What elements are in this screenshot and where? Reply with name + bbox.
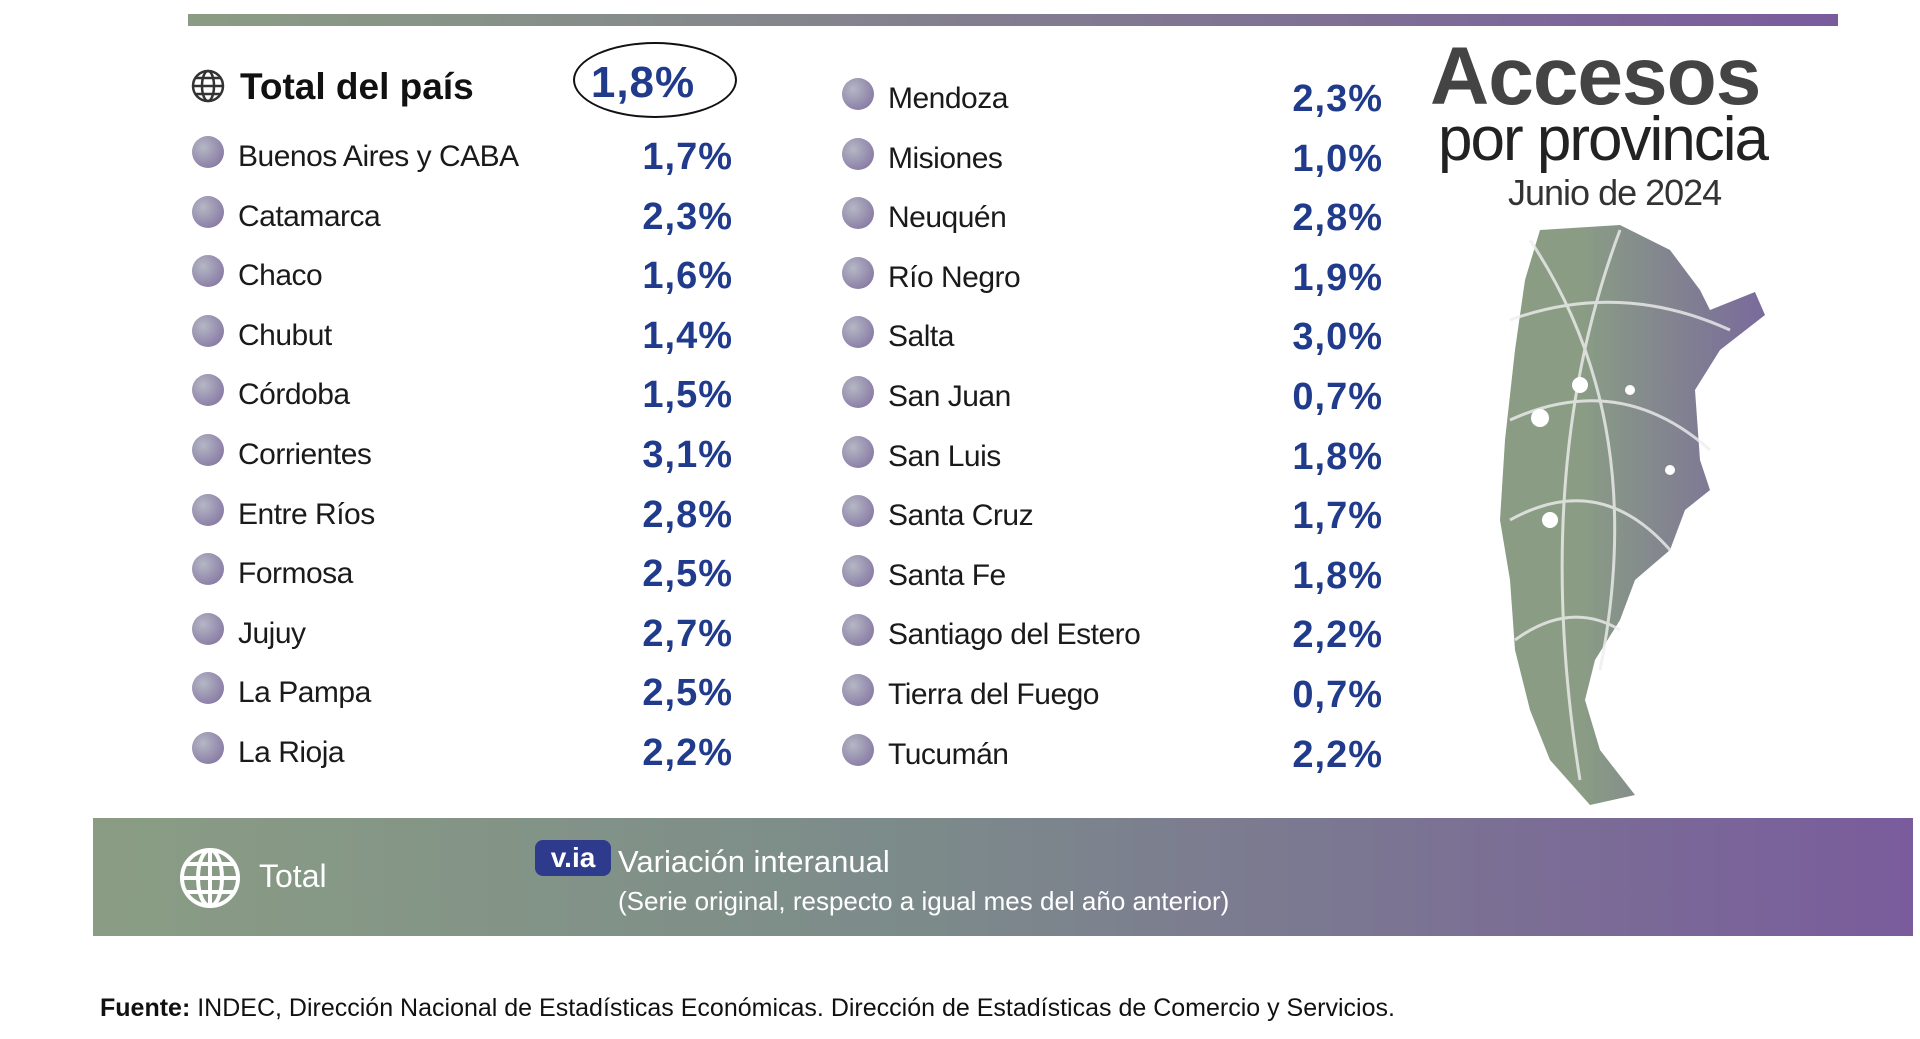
bullet	[192, 732, 224, 764]
province-name: La Pampa	[238, 676, 371, 710]
province-name: Santiago del Estero	[888, 618, 1141, 652]
bullet	[842, 614, 874, 647]
legend-badge: v.ia	[535, 840, 611, 876]
bullet	[842, 78, 874, 110]
bullet	[192, 434, 224, 466]
province-name: San Luis	[888, 439, 1001, 473]
bullet	[192, 255, 224, 288]
province-name: Entre Ríos	[238, 497, 375, 531]
footer: Fuente: INDEC, Dirección Nacional de Est…	[100, 994, 1395, 1023]
bullet	[842, 495, 874, 528]
province-name: Chaco	[238, 259, 323, 293]
bullet	[842, 674, 874, 706]
province-value: 3,0%	[1292, 316, 1383, 359]
top-bar	[188, 14, 1838, 26]
legend-total: Total	[259, 858, 327, 894]
province-name: Santa Fe	[888, 558, 1006, 592]
bullet	[842, 256, 874, 289]
province-name: Tucumán	[888, 737, 1009, 771]
bullet	[842, 435, 874, 468]
bullet	[192, 493, 224, 526]
bullet	[842, 554, 874, 587]
bullet	[842, 376, 874, 408]
province-value: 1,8%	[1292, 554, 1383, 597]
province-value: 2,3%	[1292, 78, 1383, 120]
total-label: Total del país	[240, 66, 474, 107]
province-value: 0,7%	[1292, 674, 1383, 716]
province-value: 2,2%	[1292, 614, 1383, 657]
bullet	[192, 553, 224, 586]
total-icon	[191, 69, 225, 103]
bullet	[192, 136, 224, 168]
province-value: 2,5%	[642, 672, 733, 715]
bullet	[192, 195, 224, 228]
bullet	[192, 374, 224, 407]
legend-title: Variación interanual	[618, 844, 890, 879]
bullet	[842, 733, 874, 766]
bullet	[192, 314, 224, 347]
province-value: 1,5%	[642, 374, 733, 417]
province-value: 1,0%	[1292, 137, 1383, 180]
date: Junio de 2024	[1508, 172, 1722, 213]
province-name: San Juan	[888, 380, 1011, 413]
province-name: Córdoba	[238, 378, 350, 412]
title: Accesos	[1430, 31, 1761, 122]
province-name: Mendoza	[888, 82, 1008, 115]
province-name: Misiones	[888, 141, 1003, 175]
province-value: 1,8%	[1292, 435, 1383, 478]
total-ellipse	[573, 42, 737, 118]
map	[1500, 225, 1765, 805]
total-value: 1,8%	[590, 58, 696, 107]
bullet	[842, 197, 874, 230]
province-name: Catamarca	[238, 199, 381, 233]
bullet	[842, 316, 874, 349]
bullet	[192, 672, 224, 705]
bullet	[192, 612, 224, 645]
province-name: Formosa	[238, 557, 353, 591]
legend-band: Total v.ia Variación interanual (Serie o…	[93, 818, 1913, 936]
footer-label: Fuente:	[100, 994, 191, 1022]
province-name: Jujuy	[238, 616, 306, 650]
province-value: 3,1%	[642, 434, 733, 476]
province-value: 2,5%	[642, 553, 733, 596]
globe-icon	[180, 848, 240, 908]
province-name: Neuquén	[888, 201, 1007, 235]
subtitle: por provincia	[1438, 105, 1769, 174]
province-name: Buenos Aires y CABA	[238, 140, 519, 173]
province-name: Salta	[888, 320, 954, 354]
footer-text: INDEC, Dirección Nacional de Estadística…	[197, 994, 1395, 1022]
province-value: 1,7%	[642, 136, 733, 178]
province-value: 2,2%	[1292, 733, 1383, 776]
province-value: 2,8%	[642, 493, 733, 536]
bullet	[842, 137, 874, 170]
province-name: Chubut	[238, 318, 332, 352]
legend-note: (Serie original, respecto a igual mes de…	[618, 886, 1230, 916]
province-value: 0,7%	[1292, 376, 1383, 418]
province-value: 2,7%	[642, 612, 733, 655]
province-value: 1,9%	[1292, 256, 1383, 299]
province-value: 2,8%	[1292, 197, 1383, 240]
province-value: 2,3%	[642, 195, 733, 238]
province-value: 2,2%	[642, 732, 733, 774]
province-name: Santa Cruz	[888, 499, 1034, 533]
province-name: Río Negro	[888, 260, 1021, 294]
province-name: La Rioja	[238, 736, 345, 769]
province-value: 1,7%	[1292, 495, 1383, 538]
province-value: 1,4%	[642, 314, 733, 357]
province-value: 1,6%	[642, 255, 733, 298]
province-name: Corrientes	[238, 438, 372, 471]
province-name: Tierra del Fuego	[888, 678, 1100, 711]
